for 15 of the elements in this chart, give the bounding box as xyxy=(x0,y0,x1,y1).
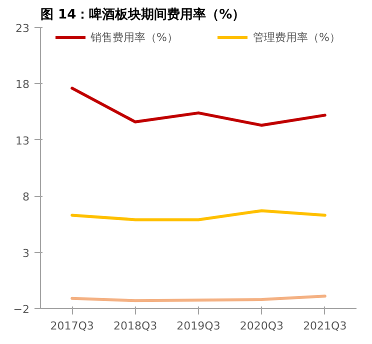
y-tick-label: 3 xyxy=(22,246,30,260)
y-tick-label: 13 xyxy=(16,134,30,148)
line-series xyxy=(70,86,326,127)
x-tick-label: 2017Q3 xyxy=(50,320,94,332)
legend-label: 销售费用率（%） xyxy=(90,30,178,44)
x-tick-label: 2019Q3 xyxy=(176,320,220,332)
y-tick-label: 18 xyxy=(16,78,30,92)
y-tick-label: −2 xyxy=(13,303,30,316)
x-tick-label: 2021Q3 xyxy=(303,320,347,332)
x-tick-label: 2020Q3 xyxy=(240,320,284,332)
y-tick-label: 23 xyxy=(16,22,30,35)
x-tick-label: 2018Q3 xyxy=(113,320,158,332)
chart-title: 图 14：啤酒板块期间费用率（%） xyxy=(40,6,246,22)
y-tick-label: 8 xyxy=(22,190,30,204)
legend-label: 管理费用率（%） xyxy=(253,30,340,44)
